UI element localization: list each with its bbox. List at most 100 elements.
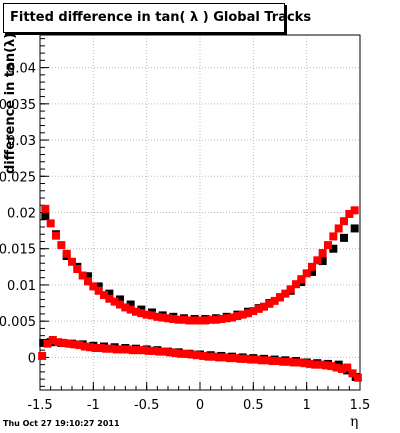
x-tick-label: -1.5 xyxy=(27,398,52,413)
data-point xyxy=(233,312,242,321)
data-point xyxy=(254,304,263,313)
data-point xyxy=(52,231,60,240)
data-point xyxy=(137,309,146,318)
data-point xyxy=(279,357,288,366)
data-point xyxy=(128,346,137,355)
data-point xyxy=(46,219,55,228)
data-point xyxy=(121,303,130,312)
data-point xyxy=(132,307,140,316)
data-point xyxy=(39,338,48,347)
data-point xyxy=(155,347,164,356)
data-point xyxy=(148,311,156,320)
data-point xyxy=(241,354,250,363)
data-point xyxy=(41,212,50,221)
data-point xyxy=(268,357,277,366)
data-point xyxy=(180,315,188,324)
data-point xyxy=(38,351,47,360)
data-point xyxy=(206,315,215,324)
data-point xyxy=(118,345,127,354)
data-point xyxy=(284,357,293,366)
x-tick-label: -0.5 xyxy=(134,398,159,413)
data-point xyxy=(263,356,272,365)
y-tick-label: 0.01 xyxy=(7,279,36,294)
y-tick-label: 0 xyxy=(28,351,36,366)
data-point xyxy=(94,286,103,295)
data-point xyxy=(265,299,274,308)
y-tick-label: 0.005 xyxy=(0,315,36,330)
data-point xyxy=(324,241,332,250)
data-point xyxy=(321,361,330,370)
data-point xyxy=(300,359,309,368)
data-point xyxy=(286,285,295,294)
data-point xyxy=(276,293,284,302)
data-point xyxy=(348,369,357,378)
data-point xyxy=(329,244,338,253)
data-point xyxy=(196,316,204,325)
data-point xyxy=(84,277,92,286)
data-point xyxy=(160,347,169,356)
data-point xyxy=(62,249,71,258)
data-point xyxy=(169,315,178,323)
data-point xyxy=(134,346,143,355)
data-point xyxy=(353,373,362,382)
data-point xyxy=(313,256,322,265)
data-point xyxy=(316,360,325,369)
data-point xyxy=(350,206,359,215)
data-point xyxy=(244,309,252,318)
chart-title: Fitted difference in tan( λ ) Global Tra… xyxy=(10,10,312,25)
data-point xyxy=(308,267,316,276)
data-point xyxy=(302,269,311,278)
data-point xyxy=(164,314,172,323)
data-point xyxy=(270,296,279,305)
data-point xyxy=(236,354,245,363)
data-point xyxy=(289,358,298,367)
data-point xyxy=(86,343,95,352)
data-point xyxy=(281,289,290,298)
data-point xyxy=(187,350,196,359)
tick-labels: -1.5 -1 -0.5 0 0.5 1 1.5 0 0.005 0.01 0.015 0.02 0.0… xyxy=(0,62,370,413)
data-point xyxy=(228,313,236,322)
data-point xyxy=(295,358,304,367)
data-point xyxy=(91,343,100,352)
data-point xyxy=(48,336,57,345)
y-tick-label: 0.015 xyxy=(0,243,36,258)
data-point xyxy=(144,346,153,355)
data-point xyxy=(340,217,348,226)
data-point xyxy=(107,344,116,353)
data-point xyxy=(273,357,282,366)
x-tick-label: 0.5 xyxy=(243,398,264,413)
data-point xyxy=(209,352,218,361)
data-point xyxy=(153,312,162,321)
data-point xyxy=(116,300,124,309)
timestamp: Thu Oct 27 19:10:27 2011 xyxy=(3,419,120,428)
x-tick-label: 1.5 xyxy=(350,398,371,413)
data-point xyxy=(110,297,119,306)
data-point xyxy=(199,351,208,360)
data-point xyxy=(238,310,247,319)
data-point xyxy=(222,314,231,323)
data-point xyxy=(57,241,66,250)
y-axis-label: difference in tan(λ) xyxy=(3,32,18,174)
data-point xyxy=(292,280,300,289)
data-point xyxy=(260,302,268,311)
data-point xyxy=(64,339,73,348)
data-point xyxy=(171,349,180,358)
data-point xyxy=(94,282,103,291)
data-point xyxy=(329,232,338,241)
data-point xyxy=(100,291,108,300)
data-point xyxy=(182,349,191,358)
data-point xyxy=(174,315,183,324)
data-point xyxy=(192,351,201,360)
data-point xyxy=(105,289,114,298)
y-tick-label: 0.02 xyxy=(7,207,36,222)
data-point xyxy=(185,316,194,325)
data-point xyxy=(116,295,124,304)
data-point xyxy=(249,307,258,316)
data-point xyxy=(89,282,98,291)
grid-lines xyxy=(39,35,361,390)
data-point xyxy=(345,209,354,218)
y-tick-label: 0.03 xyxy=(7,134,36,149)
data-point xyxy=(201,316,210,325)
data-point xyxy=(215,353,224,362)
